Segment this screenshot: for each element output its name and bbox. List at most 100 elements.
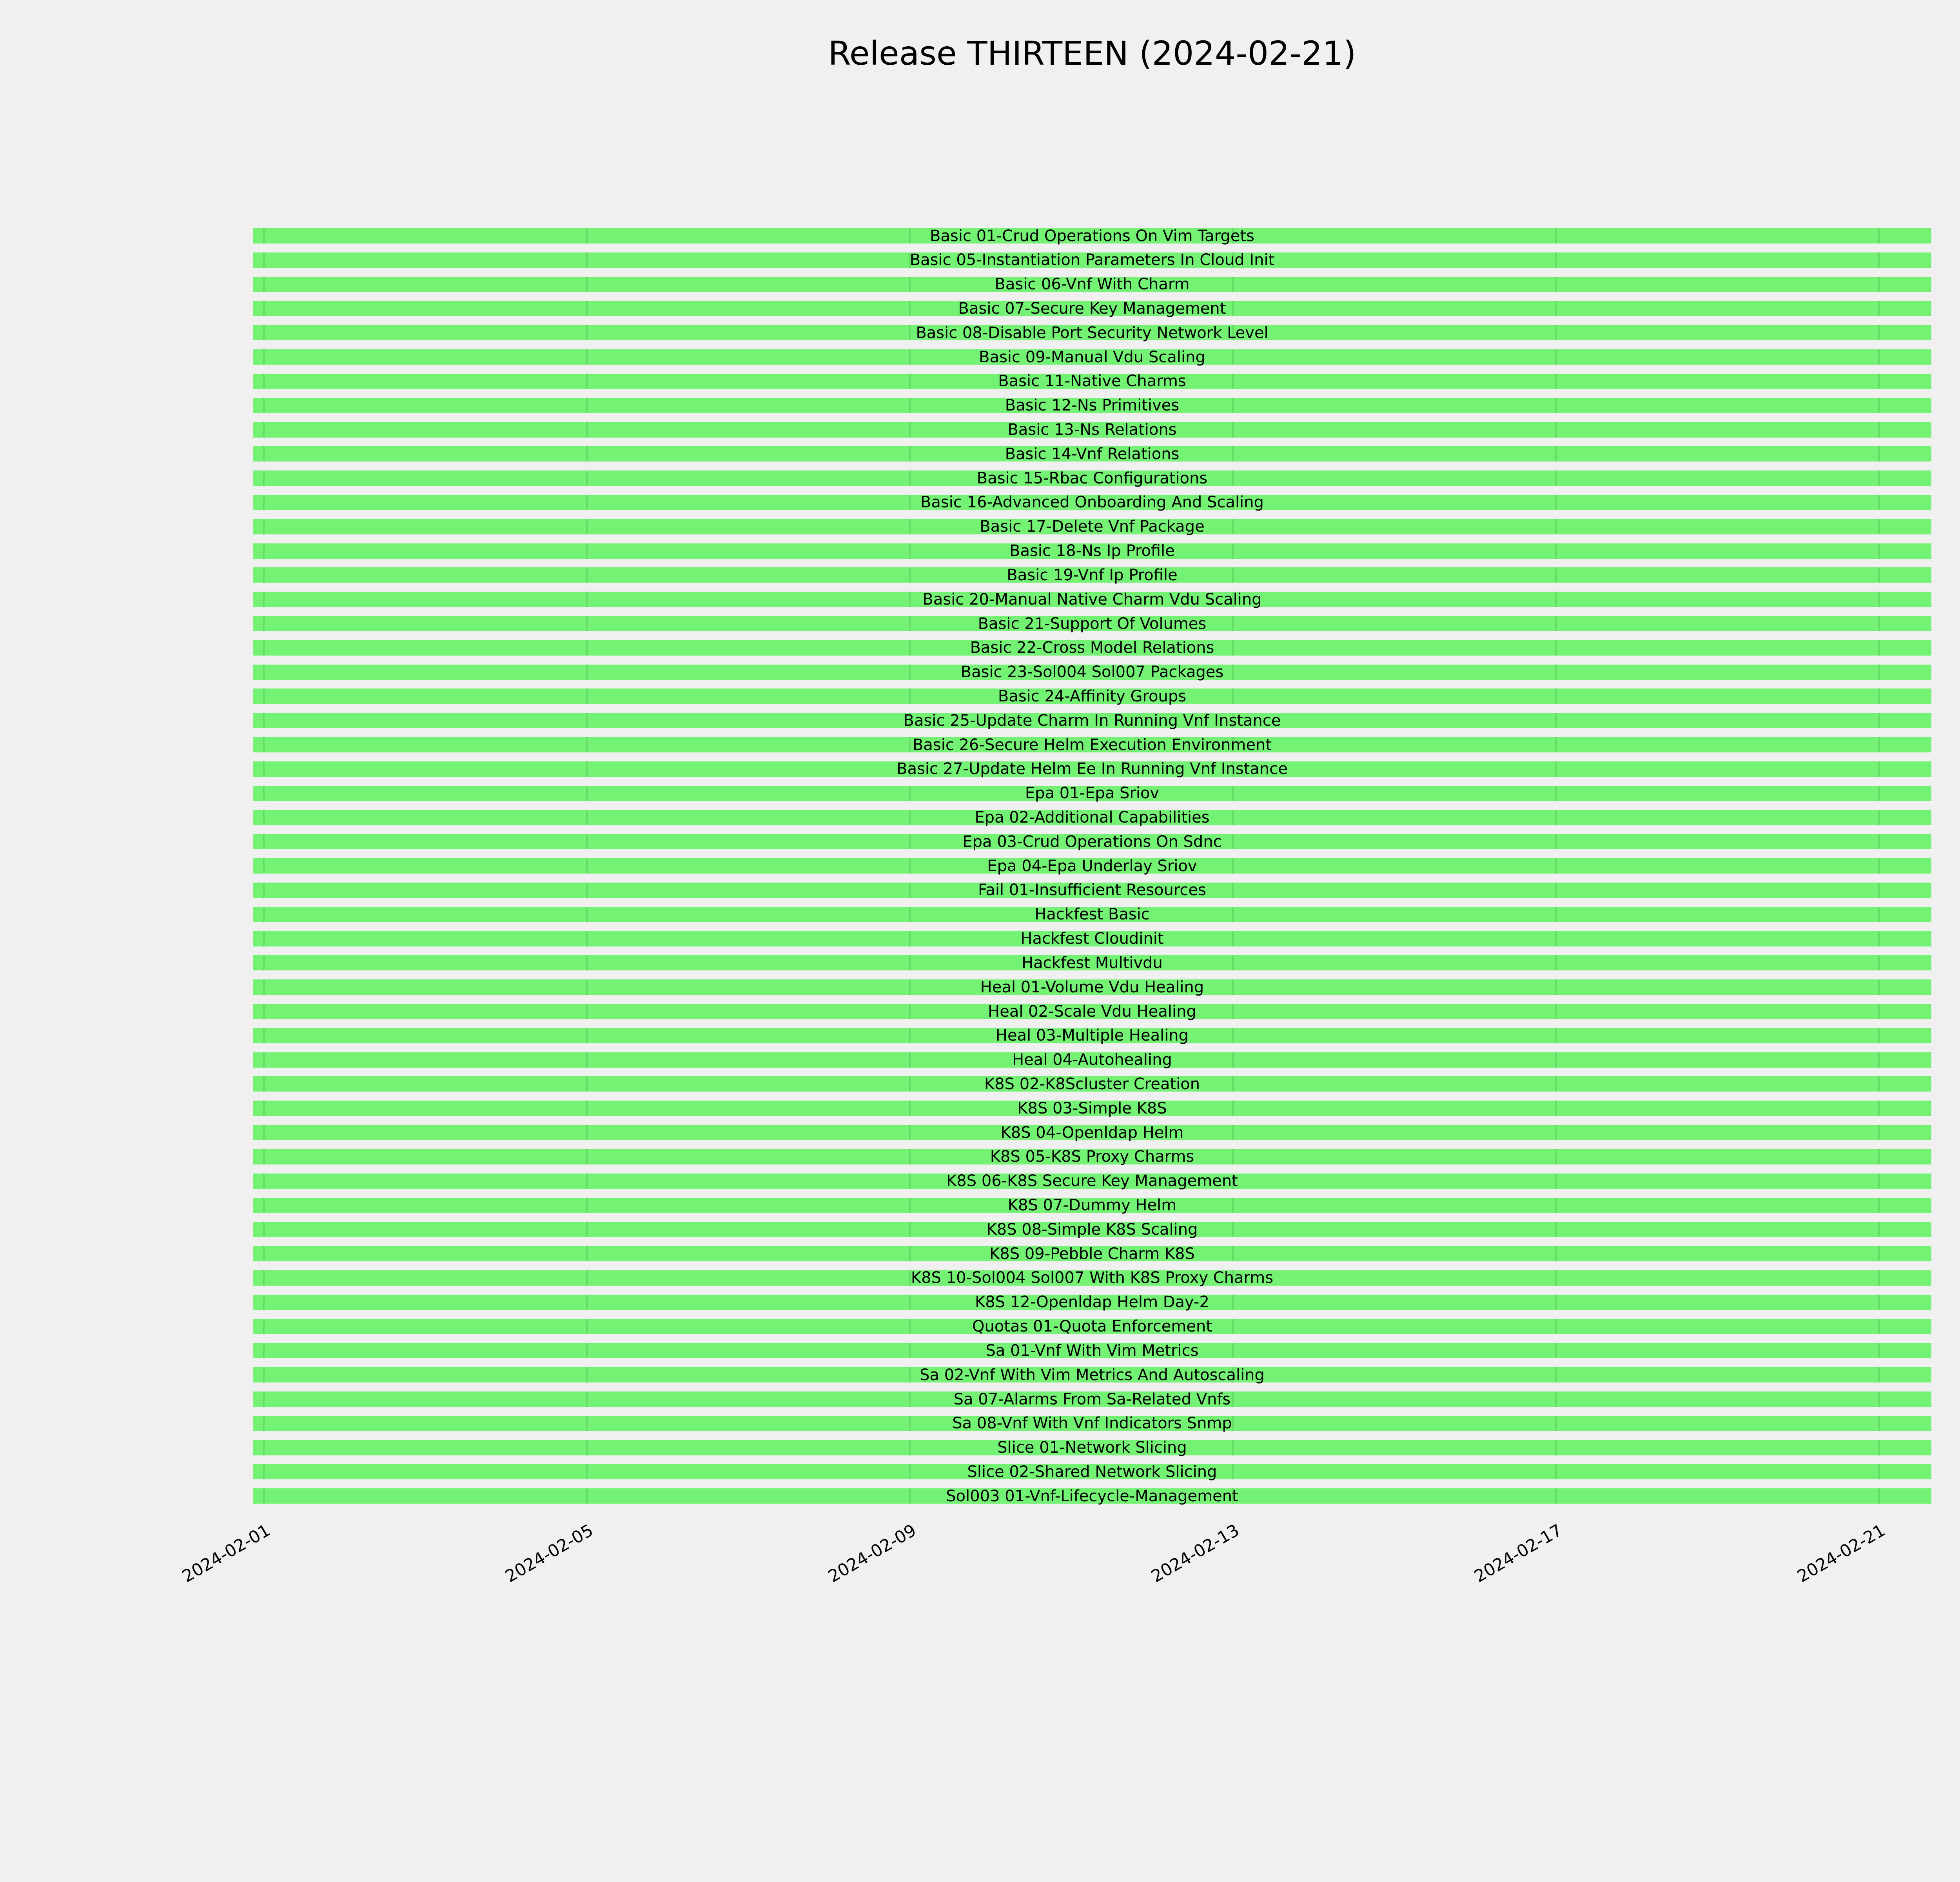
task-label: Sa 07-Alarms From Sa-Related Vnfs [953,1390,1231,1408]
task-label: K8S 03-Simple K8S [1017,1099,1167,1117]
task-label: K8S 05-K8S Proxy Charms [990,1148,1194,1166]
task-label: Hackfest Cloudinit [1020,930,1164,948]
x-tick-label: 2024-02-13 [1148,1520,1243,1587]
task-bar: Hackfest Cloudinit [253,931,1931,946]
task-bar: Basic 08-Disable Port Security Network L… [253,325,1931,341]
task-bar: Basic 15-Rbac Configurations [253,470,1931,486]
task-label: Sol003 01-Vnf-Lifecycle-Management [946,1487,1238,1505]
task-bar: Epa 02-Additional Capabilities [253,810,1931,825]
task-label: Fail 01-Insufficient Resources [978,881,1206,899]
task-bar: Basic 21-Support Of Volumes [253,614,1931,633]
task-bar: K8S 12-Openldap Helm Day-2 [253,1293,1931,1312]
task-label: Epa 04-Epa Underlay Sriov [987,857,1197,875]
task-bar: Basic 05-Instantiation Parameters In Clo… [253,251,1931,269]
task-bar: Epa 01-Epa Sriov [253,784,1931,803]
task-bar: Sa 08-Vnf With Vnf Indicators Snmp [253,1414,1931,1433]
x-tick-label: 2024-02-17 [1471,1520,1566,1587]
task-bar: Basic 16-Advanced Onboarding And Scaling [253,493,1931,512]
task-bar: Quotas 01-Quota Enforcement [253,1319,1931,1334]
task-bar: Basic 27-Update Helm Ee In Running Vnf I… [253,761,1931,777]
task-label: K8S 07-Dummy Helm [1007,1196,1177,1214]
task-bar: Sa 01-Vnf With Vim Metrics [253,1341,1931,1360]
task-label: Basic 13-Ns Relations [1007,421,1177,439]
task-label: Basic 11-Native Charms [998,372,1186,391]
task-label: Basic 21-Support Of Volumes [978,614,1207,633]
task-bar: Heal 02-Scale Vdu Healing [253,1004,1931,1019]
task-bar: Basic 20-Manual Native Charm Vdu Scaling [253,592,1931,607]
task-bar: Basic 01-Crud Operations On Vim Targets [253,227,1931,245]
task-label: Hackfest Basic [1034,905,1150,924]
task-bar: Basic 12-Ns Primitives [253,398,1931,413]
task-label: Basic 18-Ns Ip Profile [1009,542,1175,560]
task-bar: Hackfest Basic [253,905,1931,924]
task-label: Basic 19-Vnf Ip Profile [1007,566,1178,584]
task-bar: K8S 08-Simple K8S Scaling [253,1222,1931,1237]
task-bar: Basic 22-Cross Model Relations [253,640,1931,656]
task-label: Sa 01-Vnf With Vim Metrics [985,1341,1199,1360]
task-label: Heal 01-Volume Vdu Healing [980,978,1204,996]
task-bar: Slice 02-Shared Network Slicing [253,1464,1931,1480]
chart-title: Release THIRTEEN (2024-02-21) [828,34,1356,73]
task-label: Epa 03-Crud Operations On Sdnc [962,832,1222,851]
task-bar: K8S 07-Dummy Helm [253,1196,1931,1214]
task-bar: Sa 07-Alarms From Sa-Related Vnfs [253,1392,1931,1407]
task-bar: Basic 09-Manual Vdu Scaling [253,349,1931,365]
task-label: Basic 23-Sol004 Sol007 Packages [960,663,1224,681]
task-label: Basic 14-Vnf Relations [1005,445,1180,463]
task-label: Basic 17-Delete Vnf Package [980,518,1205,536]
task-label: Heal 03-Multiple Healing [995,1026,1189,1045]
task-label: Heal 04-Autohealing [1012,1051,1172,1069]
task-label: Basic 26-Secure Helm Execution Environme… [912,736,1272,754]
task-bar: K8S 09-Pebble Charm K8S [253,1244,1931,1263]
task-bar: Heal 04-Autohealing [253,1052,1931,1068]
task-label: Basic 20-Manual Native Charm Vdu Scaling [922,590,1262,609]
task-bar: Sol003 01-Vnf-Lifecycle-Management [253,1488,1931,1504]
task-label: K8S 02-K8Scluster Creation [984,1075,1200,1093]
task-bar: Basic 13-Ns Relations [253,422,1931,438]
task-bar: Basic 19-Vnf Ip Profile [253,567,1931,583]
task-bar: Basic 26-Secure Helm Execution Environme… [253,736,1931,754]
task-bar: K8S 10-Sol004 Sol007 With K8S Proxy Char… [253,1270,1931,1286]
plot-area: Basic 01-Crud Operations On Vim Targets B… [253,228,1931,1504]
task-label: Heal 02-Scale Vdu Healing [988,1002,1196,1021]
task-label: K8S 08-Simple K8S Scaling [986,1220,1198,1239]
task-bar: K8S 03-Simple K8S [253,1101,1931,1116]
task-bar: Basic 17-Delete Vnf Package [253,519,1931,534]
task-bar: K8S 06-K8S Secure Key Management [253,1172,1931,1190]
task-bar: Basic 18-Ns Ip Profile [253,543,1931,559]
task-label: Basic 27-Update Helm Ee In Running Vnf I… [897,760,1288,778]
task-label: K8S 12-Openldap Helm Day-2 [975,1293,1209,1312]
x-tick-label: 2024-02-21 [1794,1520,1889,1587]
task-label: Basic 07-Secure Key Management [958,299,1226,318]
task-bar: Sa 02-Vnf With Vim Metrics And Autoscali… [253,1366,1931,1384]
task-bar: K8S 04-Openldap Helm [253,1125,1931,1141]
task-label: Basic 05-Instantiation Parameters In Clo… [909,251,1275,269]
task-bar: Basic 14-Vnf Relations [253,445,1931,463]
task-bar: Heal 03-Multiple Healing [253,1028,1931,1043]
task-bar: K8S 02-K8Scluster Creation [253,1076,1931,1092]
task-bar: Fail 01-Insufficient Resources [253,881,1931,899]
task-label: Slice 01-Network Slicing [997,1439,1187,1457]
task-bar: Epa 03-Crud Operations On Sdnc [253,832,1931,851]
task-label: Epa 01-Epa Sriov [1025,784,1160,803]
task-label: Epa 02-Additional Capabilities [975,808,1210,827]
x-tick-label: 2024-02-09 [825,1520,920,1587]
task-bar: Basic 06-Vnf With Charm [253,276,1931,292]
x-tick-label: 2024-02-01 [179,1520,274,1587]
task-label: Basic 22-Cross Model Relations [970,639,1214,657]
task-label: K8S 09-Pebble Charm K8S [989,1244,1195,1263]
task-label: Quotas 01-Quota Enforcement [972,1317,1212,1336]
task-label: Basic 01-Crud Operations On Vim Targets [930,227,1254,245]
task-bar: Heal 01-Volume Vdu Healing [253,979,1931,995]
task-label: Sa 08-Vnf With Vnf Indicators Snmp [952,1414,1232,1433]
task-label: Hackfest Multivdu [1022,954,1163,972]
task-bar: Basic 11-Native Charms [253,372,1931,391]
task-label: Sa 02-Vnf With Vim Metrics And Autoscali… [920,1366,1265,1384]
task-label: K8S 06-K8S Secure Key Management [946,1172,1238,1190]
task-bar: Basic 23-Sol004 Sol007 Packages [253,663,1931,681]
task-label: Basic 24-Affinity Groups [998,687,1187,705]
task-label: Basic 25-Update Charm In Running Vnf Ins… [903,711,1281,730]
task-label: Basic 16-Advanced Onboarding And Scaling [920,493,1264,512]
task-bar: Hackfest Multivdu [253,954,1931,972]
